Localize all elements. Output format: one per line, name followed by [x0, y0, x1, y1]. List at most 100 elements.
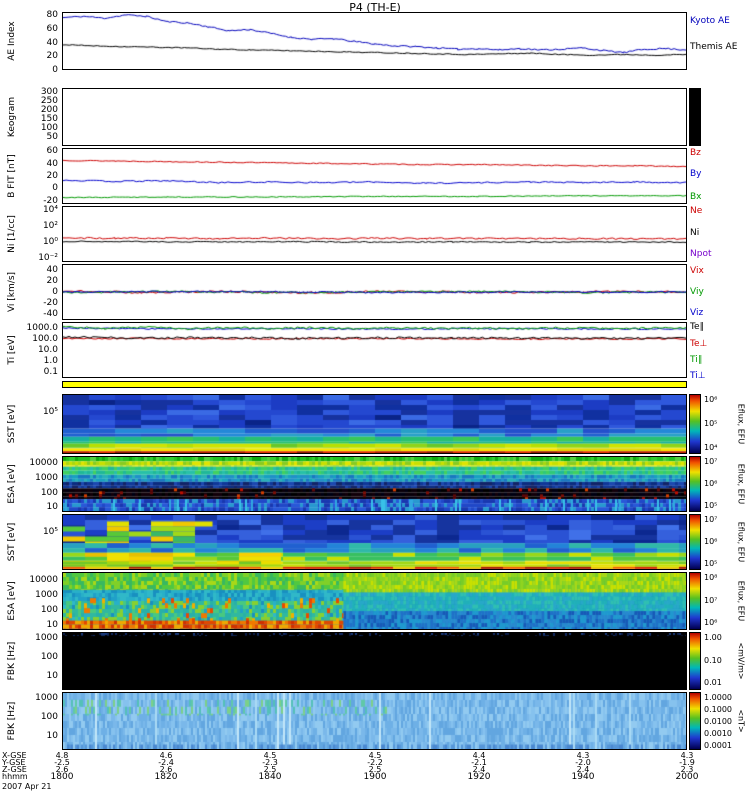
footer-row-label-ygse: Y-GSE: [2, 758, 26, 767]
time-tick: 1900: [363, 772, 387, 782]
fbk-scm-cb-tick: 0.0010: [704, 729, 732, 738]
temperature-ytick: 0.1: [43, 367, 58, 377]
time-tick: 2000: [675, 772, 699, 782]
xgse-value: 4.8: [55, 751, 69, 760]
trace-label-te-par: Te∥: [690, 322, 705, 332]
fbk-efield-cb-tick: 1.00: [704, 633, 722, 642]
trace-label-viz: Viz: [690, 308, 704, 318]
footer-date: 2007 Apr 21: [2, 782, 52, 791]
trace-label-bz: Bz: [690, 148, 701, 158]
panel-keogram: [62, 88, 687, 146]
esa-ion-spectrogram-canvas: [63, 457, 686, 511]
fbk-scm-cb-label: <nT>: [736, 709, 746, 733]
bfit-ytick: 60: [46, 146, 58, 156]
footer-row-label-xgse: X-GSE: [2, 751, 27, 760]
bfit-ytick: 40: [46, 159, 58, 169]
esa-electron-colorbar: [689, 572, 701, 630]
sst-electron-colorbar: [689, 514, 701, 570]
quality-flag-bar: [62, 381, 687, 388]
sst-electron-cb-tick: 10⁶: [704, 537, 718, 546]
trace-label-ne: Ne: [690, 206, 703, 216]
sst-ion-spectrogram-canvas: [63, 395, 686, 453]
fbk-scm-spectrogram-canvas: [63, 693, 686, 749]
sst-electron-cb-tick: 10⁷: [704, 515, 718, 524]
xgse-value: 4.5: [368, 751, 382, 760]
panel-sst-electron: [62, 514, 687, 570]
fbk-scm-cb-tick: 1.0000: [704, 693, 732, 702]
density-axis-title: Ni [1/cc]: [7, 215, 17, 253]
zgse-value: 2.4: [576, 765, 590, 774]
sst-electron-cb-label: Eflux, EFU: [736, 521, 746, 563]
velocity-ytick: 20: [46, 276, 58, 286]
temperature-ytick: 1000.0: [26, 323, 59, 333]
bfit-ytick: 20: [46, 171, 58, 181]
fbk-efield-cb-label: <mV/m>: [736, 642, 746, 680]
esa-electron-cb-label: Eflux, EFU: [736, 580, 746, 622]
fbk-efield-ytick: 100: [40, 652, 58, 662]
ae-ytick: 0: [52, 65, 58, 75]
trace-label-themis-ae: Themis AE: [690, 42, 738, 52]
ygse-value: -2.2: [367, 758, 383, 767]
velocity-ytick: -20: [43, 298, 58, 308]
footer-row-label-hhmm: hhmm: [2, 772, 28, 781]
sst-ion-cb-tick: 10⁶: [704, 395, 718, 404]
trace-label-viy: Viy: [690, 287, 704, 297]
fbk-efield-colorbar: [689, 632, 701, 690]
trace-label-bx: Bx: [690, 192, 702, 202]
velocity-ytick: -40: [43, 309, 58, 319]
sst-ion-ytick: 10⁵: [42, 407, 58, 417]
zgse-value: 2.5: [368, 765, 382, 774]
xgse-value: 4.5: [263, 751, 277, 760]
ae-index-chart-canvas: [63, 13, 686, 69]
ygse-value: -2.0: [575, 758, 591, 767]
keogram-chart-canvas: [63, 89, 686, 145]
esa-electron-ytick: 1000: [35, 590, 58, 600]
esa-electron-ytick: 10000: [29, 575, 58, 585]
trace-label-ni: Ni: [690, 228, 700, 238]
xgse-value: 4.4: [472, 751, 486, 760]
keogram-ytick: 300: [40, 87, 58, 97]
trace-label-ti-perp: Ti⊥: [690, 371, 706, 381]
ygse-value: -2.1: [471, 758, 487, 767]
sst-electron-spectrogram-canvas: [63, 515, 686, 569]
ygse-value: -2.5: [54, 758, 70, 767]
panel-fbk-efield: [62, 632, 687, 690]
time-tick: 1820: [154, 772, 178, 782]
fbk-scm-axis-title: FBK [Hz]: [7, 701, 17, 741]
esa-electron-ytick: 100: [40, 605, 58, 615]
panel-esa-electron: [62, 572, 687, 630]
sst-electron-cb-tick: 10⁵: [704, 559, 718, 568]
keogram-ytick: 150: [40, 114, 58, 124]
keogram-ytick: 250: [40, 96, 58, 106]
fbk-scm-ytick: 10: [46, 731, 58, 741]
page-title: P4 (TH-E): [349, 1, 401, 14]
panel-fbk-scm: [62, 692, 687, 750]
velocity-axis-title: Vi [km/s]: [7, 271, 17, 313]
xgse-value: 4.3: [680, 751, 694, 760]
ygse-value: -2.3: [262, 758, 278, 767]
density-ytick: 10²: [42, 221, 58, 231]
sst-electron-ytick: 10⁵: [42, 527, 58, 537]
esa-ion-ytick: 1000: [35, 473, 58, 483]
esa-ion-ytick: 10: [46, 502, 58, 512]
sst-electron-axis-title: SST [eV]: [7, 522, 17, 562]
panel-sst-ion: [62, 394, 687, 454]
zgse-value: 2.4: [472, 765, 486, 774]
time-tick: 1800: [50, 772, 74, 782]
temperature-ytick: 1.0: [43, 356, 58, 366]
sst-ion-cb-tick: 10⁴: [704, 443, 718, 452]
density-ytick: 10⁻²: [38, 253, 58, 263]
esa-electron-axis-title: ESA [eV]: [7, 581, 17, 621]
keogram-axis-title: Keogram: [7, 96, 17, 138]
fbk-efield-spectrogram-canvas: [63, 633, 686, 689]
footer-row-label-zgse: Z-GSE: [2, 765, 27, 774]
ae-ytick: 40: [46, 38, 58, 48]
esa-ion-cb-tick: 10⁷: [704, 457, 718, 466]
sst-ion-cb-tick: 10⁵: [704, 419, 718, 428]
esa-electron-ytick: 10: [46, 620, 58, 630]
time-tick: 1940: [571, 772, 595, 782]
panel-ae-index: [62, 12, 687, 70]
velocity-ytick: 40: [46, 265, 58, 275]
esa-ion-colorbar: [689, 456, 701, 512]
